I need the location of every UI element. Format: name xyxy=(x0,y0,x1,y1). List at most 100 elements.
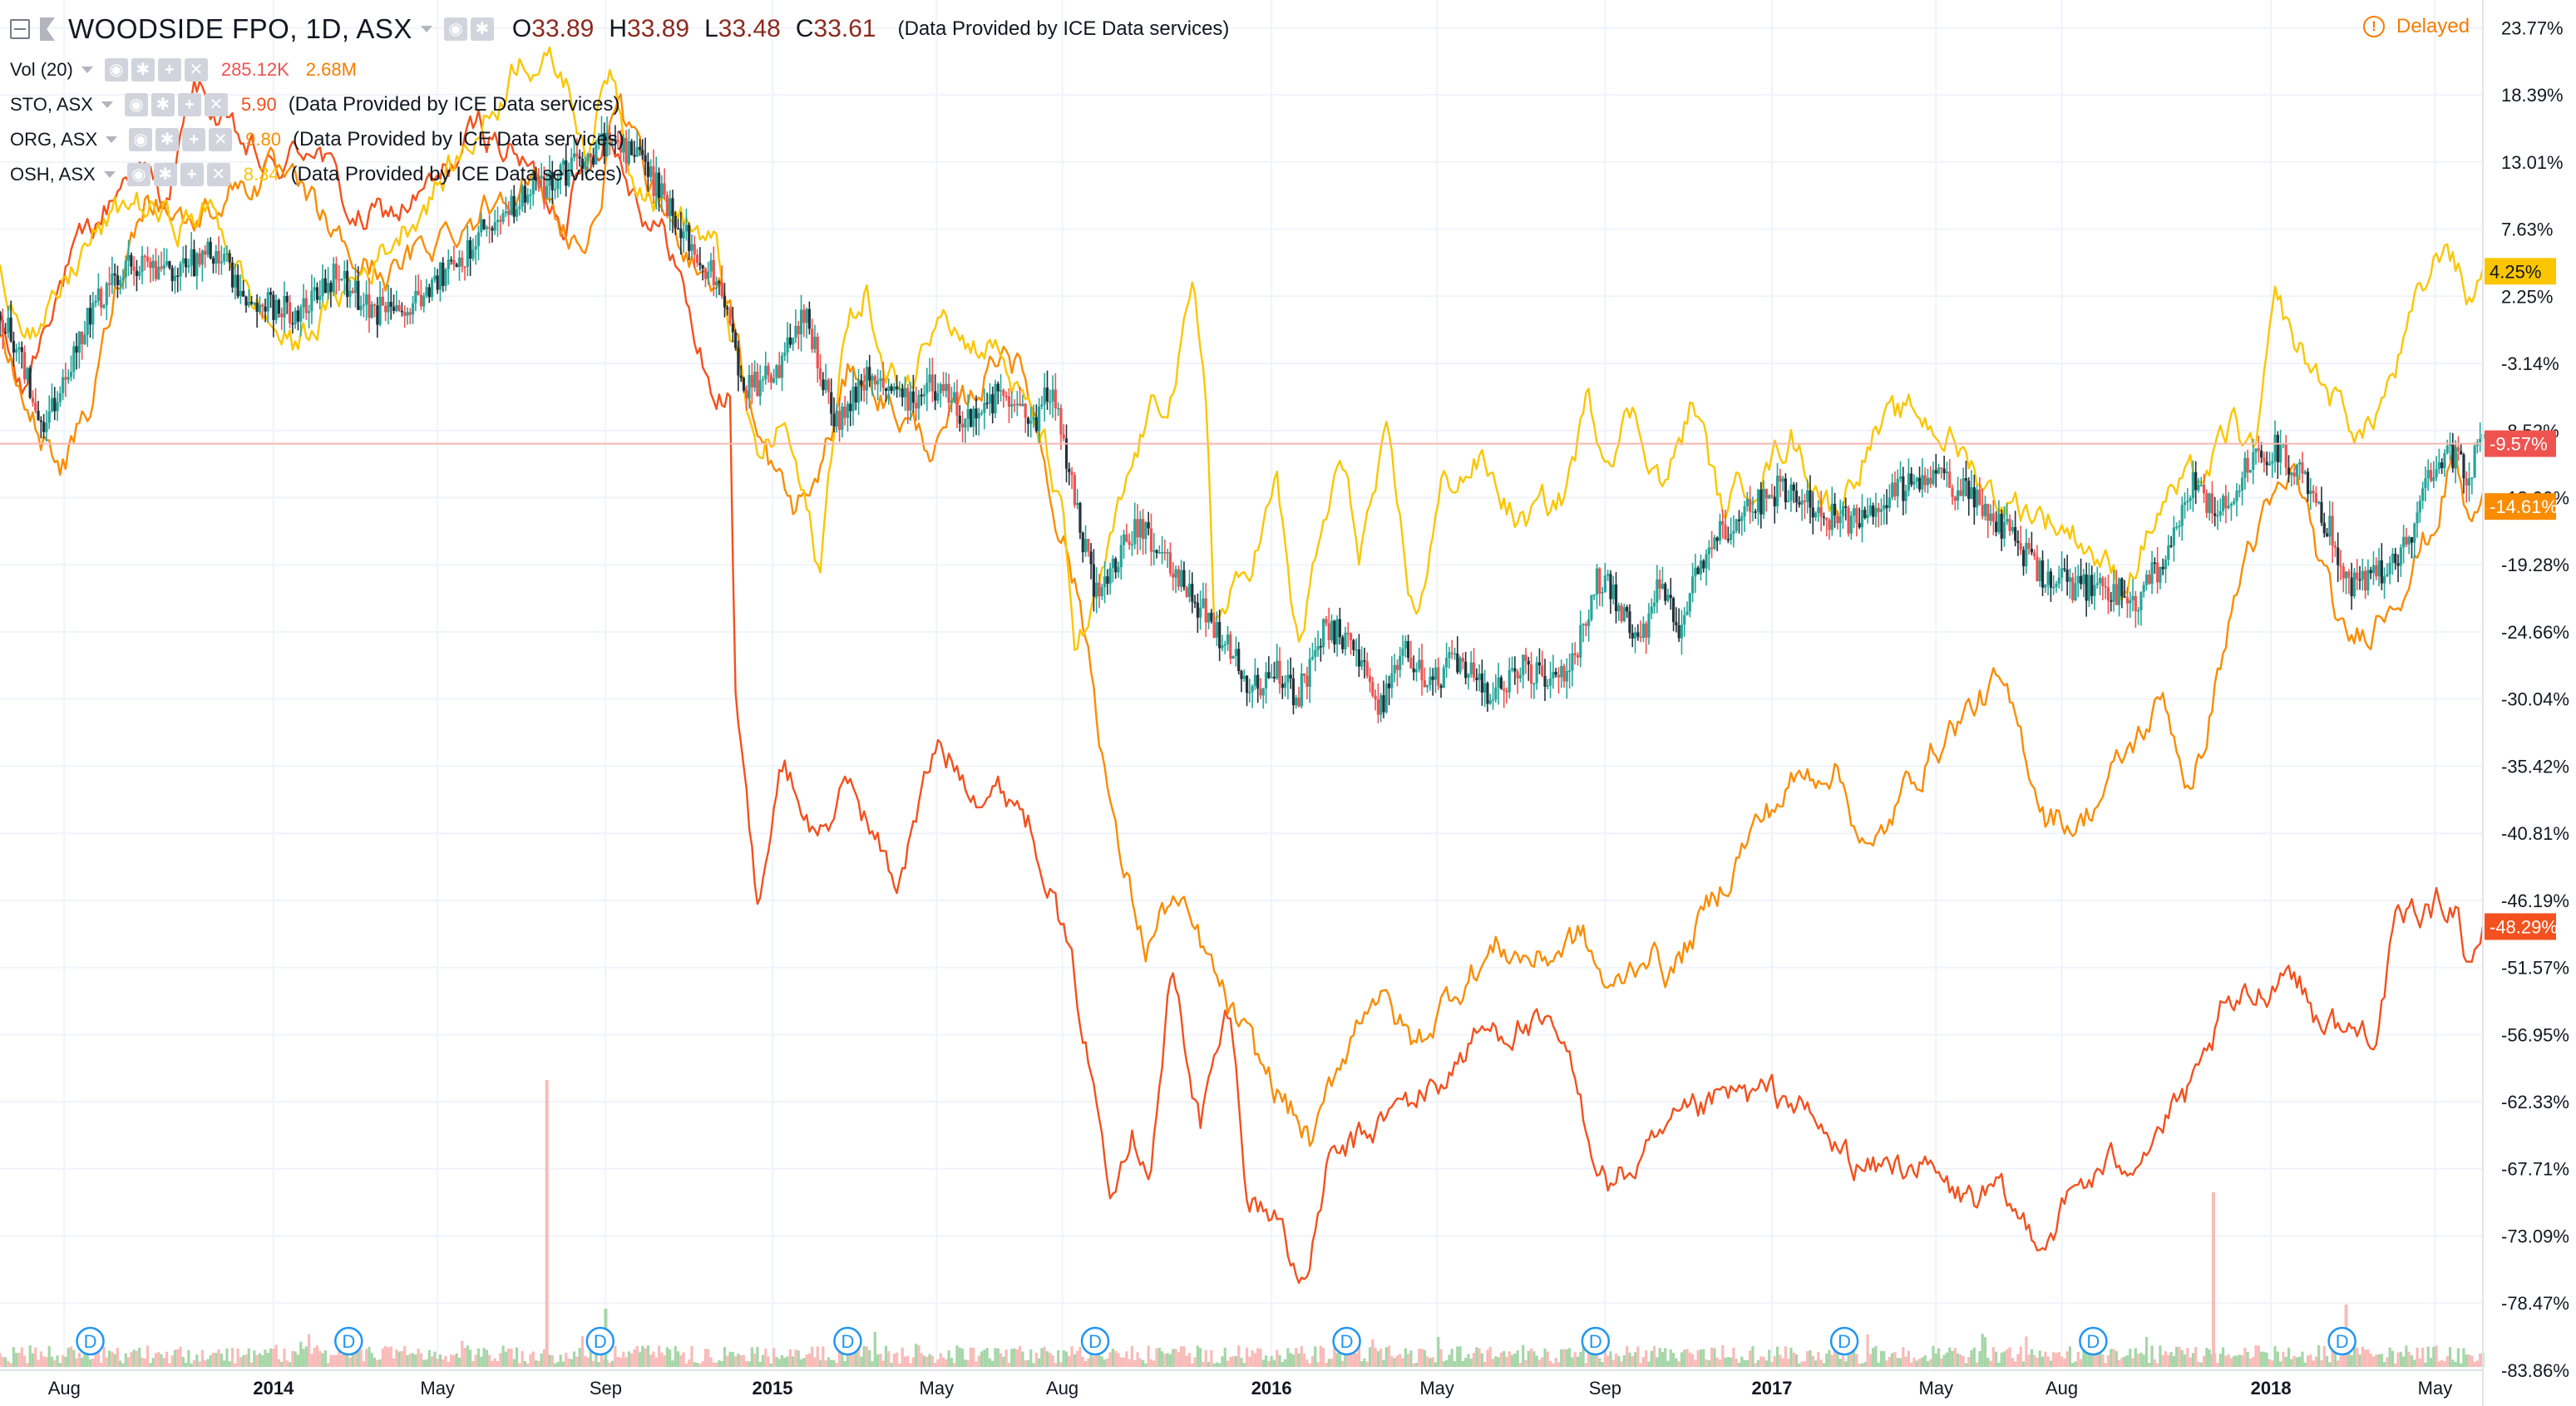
volume-bar xyxy=(2276,1351,2279,1367)
candle-body xyxy=(1068,468,1071,472)
candle-body xyxy=(96,289,100,301)
volume-bar xyxy=(2290,1359,2293,1367)
volume-bar xyxy=(1518,1363,1522,1367)
candle-body xyxy=(775,365,778,378)
candle-body xyxy=(397,305,401,311)
chevron-down-icon[interactable] xyxy=(101,101,113,108)
gear-icon[interactable]: ✱ xyxy=(131,58,155,81)
plus-icon[interactable]: + xyxy=(177,93,201,116)
candle-body xyxy=(1108,568,1112,585)
candle-body xyxy=(1524,654,1527,661)
volume-bar xyxy=(1926,1361,1930,1367)
volume-bar xyxy=(1376,1351,1380,1367)
dividend-marker xyxy=(585,1326,615,1356)
volume-bar xyxy=(745,1360,748,1367)
candle-body xyxy=(170,268,174,282)
candle-body xyxy=(1743,506,1746,517)
candle-body xyxy=(1874,507,1878,517)
compare-symbol[interactable]: STO, ASX xyxy=(10,94,93,115)
candle-body xyxy=(2199,484,2203,486)
volume-bar xyxy=(353,1342,358,1367)
volume-bar xyxy=(359,1349,363,1367)
candle-body xyxy=(2036,556,2039,582)
plus-icon[interactable]: + xyxy=(180,163,204,186)
volume-bar xyxy=(2435,1345,2438,1367)
volume-bar xyxy=(991,1360,994,1367)
gear-icon[interactable]: ✱ xyxy=(153,163,177,186)
compare-symbol[interactable]: ORG, ASX xyxy=(10,129,98,150)
volume-bar xyxy=(469,1349,472,1367)
volume-bar xyxy=(247,1348,250,1367)
candle-body xyxy=(1002,390,1005,397)
candle-body xyxy=(1024,403,1027,418)
volume-bar xyxy=(1231,1356,1235,1367)
volume-bar xyxy=(2008,1347,2011,1367)
close-icon[interactable]: ✕ xyxy=(209,128,233,151)
volume-label[interactable]: Vol (20) xyxy=(10,59,73,80)
volume-bar xyxy=(1393,1358,1396,1367)
close-icon[interactable]: ✕ xyxy=(184,58,208,81)
time-scale[interactable]: Aug 2014 May Sep 2015 May Aug 2016 May Sep 2017 May… xyxy=(48,1378,2453,1399)
volume-bar xyxy=(2241,1354,2244,1367)
volume-bar xyxy=(1532,1351,1536,1367)
x-tick-label: Aug xyxy=(48,1378,81,1399)
candle-body xyxy=(258,304,262,313)
eye-icon[interactable]: ◉ xyxy=(443,17,467,41)
chevron-down-icon[interactable] xyxy=(420,26,432,32)
plus-icon[interactable]: + xyxy=(182,128,206,151)
price-scale[interactable]: 23.77%18.39%13.01%7.63%2.25%-3.14%-8.52%… xyxy=(2501,17,2569,1381)
eye-icon[interactable]: ◉ xyxy=(126,163,151,186)
plus-icon[interactable]: + xyxy=(157,58,181,81)
volume-bar xyxy=(1685,1349,1689,1367)
candle-body xyxy=(1836,515,1839,524)
candle-body xyxy=(269,292,273,295)
candle-body xyxy=(438,262,442,290)
candle-body xyxy=(480,219,483,233)
chevron-down-icon[interactable] xyxy=(81,67,93,73)
candle-body xyxy=(857,380,861,403)
candle-body xyxy=(2347,571,2351,578)
candle-body xyxy=(718,281,721,284)
volume-bar xyxy=(1527,1350,1530,1367)
volume-bar xyxy=(1300,1345,1303,1367)
candle-body xyxy=(466,239,469,267)
candle-body xyxy=(873,376,876,385)
candle-body xyxy=(1552,671,1555,678)
collapse-icon[interactable] xyxy=(10,19,30,39)
gear-icon[interactable]: ✱ xyxy=(470,17,494,41)
volume-bar xyxy=(750,1347,753,1367)
volume-bar xyxy=(285,1360,289,1367)
eye-icon[interactable]: ◉ xyxy=(104,58,128,81)
close-icon[interactable]: ✕ xyxy=(204,93,228,116)
candle-body xyxy=(225,253,229,255)
volume-bar xyxy=(2248,1358,2253,1367)
eye-icon[interactable]: ◉ xyxy=(124,93,148,116)
candle-body xyxy=(693,244,696,255)
series-line-org xyxy=(0,93,2485,1147)
chevron-down-icon[interactable] xyxy=(106,136,118,143)
volume-bar xyxy=(1956,1353,1960,1367)
candle-body xyxy=(264,306,267,312)
candle-body xyxy=(327,283,330,294)
candle-body xyxy=(644,155,647,162)
volume-bar xyxy=(1631,1356,1634,1367)
flag-icon[interactable] xyxy=(40,17,55,41)
candle-body xyxy=(94,300,97,303)
candle-body xyxy=(1497,677,1500,688)
volume-bar xyxy=(600,1349,604,1367)
candle-body xyxy=(1883,505,1886,510)
volume-bar xyxy=(947,1349,950,1367)
compare-symbol[interactable]: OSH, ASX xyxy=(10,164,96,185)
candle-body xyxy=(1122,534,1126,545)
chevron-down-icon[interactable] xyxy=(103,171,116,178)
main-symbol-title[interactable]: WOODSIDE FPO, 1D, ASX xyxy=(68,13,412,44)
gear-icon[interactable]: ✱ xyxy=(155,128,180,151)
gear-icon[interactable]: ✱ xyxy=(151,93,175,116)
volume-bar xyxy=(362,1361,365,1367)
volume-bar xyxy=(181,1356,185,1367)
eye-icon[interactable]: ◉ xyxy=(129,128,153,151)
volume-bar xyxy=(975,1361,978,1367)
delayed-badge[interactable]: ! Delayed xyxy=(2363,15,2470,38)
close-icon[interactable]: ✕ xyxy=(206,163,230,186)
